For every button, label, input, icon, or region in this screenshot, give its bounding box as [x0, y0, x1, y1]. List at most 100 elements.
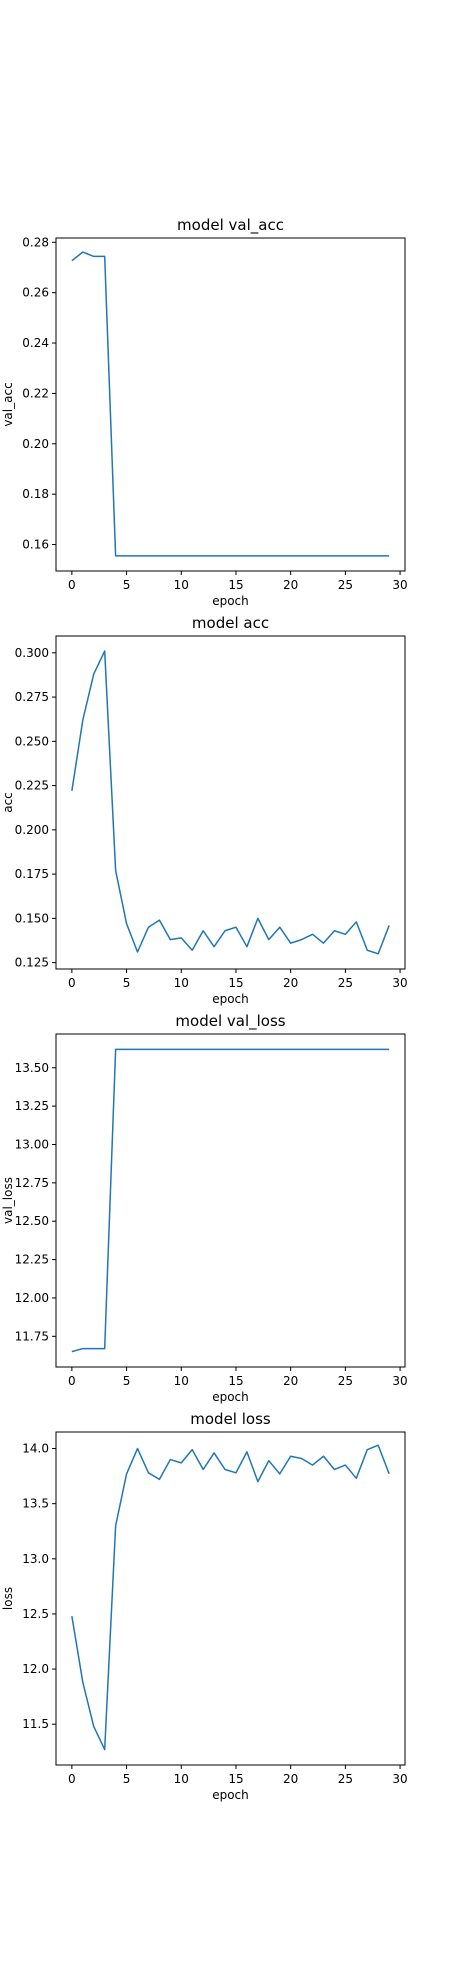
data-point	[344, 1048, 347, 1051]
data-point	[103, 650, 106, 653]
data-point	[289, 1455, 292, 1458]
data-point	[366, 949, 369, 952]
data-point	[245, 945, 248, 948]
data-point	[191, 949, 194, 952]
plot-frame	[55, 635, 406, 970]
data-point	[147, 554, 150, 557]
y-tick-label: 0.28	[22, 235, 49, 249]
x-axis-label: epoch	[212, 1390, 249, 1404]
chart-title: model val_acc	[177, 216, 284, 235]
data-point	[136, 1447, 139, 1450]
data-point	[191, 1048, 194, 1051]
data-point	[70, 259, 73, 262]
y-tick-label: 12.0	[22, 1662, 49, 1676]
data-point	[366, 1048, 369, 1051]
data-point	[256, 1048, 259, 1051]
y-tick-label: 0.250	[15, 734, 49, 748]
y-tick-label: 0.26	[22, 286, 49, 300]
data-point	[234, 1471, 237, 1474]
x-axis-label: epoch	[212, 594, 249, 608]
data-point	[125, 1048, 128, 1051]
data-point	[81, 1681, 84, 1684]
data-point	[388, 924, 391, 927]
plot-frame	[55, 237, 406, 572]
data-point	[103, 1347, 106, 1350]
y-tick-label: 0.125	[15, 956, 49, 970]
data-point	[136, 951, 139, 954]
data-point	[355, 1048, 358, 1051]
data-point	[180, 554, 183, 557]
y-tick-label: 0.275	[15, 690, 49, 704]
data-point	[388, 1048, 391, 1051]
x-tick-label: 20	[283, 976, 298, 990]
y-axis-label: val_loss	[1, 1177, 15, 1224]
y-tick-label: 11.75	[15, 1329, 49, 1343]
data-point	[213, 554, 216, 557]
data-point	[333, 1468, 336, 1471]
data-point	[366, 1448, 369, 1451]
data-point	[213, 945, 216, 948]
y-tick-label: 0.300	[15, 646, 49, 660]
data-point	[213, 1451, 216, 1454]
data-point	[245, 1450, 248, 1453]
data-point	[180, 1048, 183, 1051]
x-tick-label: 15	[228, 1772, 243, 1786]
x-tick-label: 25	[338, 1374, 353, 1388]
plot-frame	[55, 1431, 406, 1766]
x-tick-label: 0	[68, 578, 76, 592]
data-point	[158, 919, 161, 922]
data-point	[289, 942, 292, 945]
data-point	[180, 936, 183, 939]
y-tick-label: 0.200	[15, 823, 49, 837]
x-tick-label: 10	[174, 1374, 189, 1388]
data-point	[278, 1472, 281, 1475]
y-tick-label: 13.25	[15, 1099, 49, 1113]
data-point	[311, 1464, 314, 1467]
data-point	[278, 554, 281, 557]
data-point	[344, 554, 347, 557]
data-point	[169, 554, 172, 557]
chart-title: model val_loss	[175, 1012, 285, 1031]
y-tick-label: 0.18	[22, 487, 49, 501]
x-tick-label: 5	[123, 1374, 131, 1388]
data-point	[158, 1048, 161, 1051]
data-point	[169, 938, 172, 941]
data-point	[300, 554, 303, 557]
data-point	[191, 1448, 194, 1451]
subplot-4: model loss 0 5 10 15 20 25 30 11.5 12.0 12.5 13.0 13…	[1, 1410, 408, 1802]
subplot-1: model val_acc 0 5 10 15 20 25 30 0.16 0.18 0.20 0.2…	[1, 216, 408, 608]
x-tick-label: 15	[228, 578, 243, 592]
y-axis-label: loss	[1, 1587, 15, 1610]
data-point	[114, 869, 117, 872]
data-point	[278, 926, 281, 929]
data-point	[278, 1048, 281, 1051]
data-point	[289, 1048, 292, 1051]
y-tick-label: 0.20	[22, 437, 49, 451]
data-point	[114, 1524, 117, 1527]
data-point	[355, 554, 358, 557]
data-point	[267, 554, 270, 557]
data-point	[333, 1048, 336, 1051]
data-point	[114, 1048, 117, 1051]
data-point	[213, 1048, 216, 1051]
series-line	[71, 1048, 390, 1353]
data-point	[344, 933, 347, 936]
subplot-2: model acc 0 5 10 15 20 25 30 0.125 0.150 0.175 0.20…	[1, 614, 408, 1006]
x-tick-label: 10	[174, 1772, 189, 1786]
data-point	[169, 1458, 172, 1461]
data-point	[202, 929, 205, 932]
data-point	[202, 554, 205, 557]
data-point	[289, 554, 292, 557]
data-point	[180, 1461, 183, 1464]
x-tick-label: 30	[392, 578, 407, 592]
data-point	[136, 1048, 139, 1051]
y-tick-label: 0.24	[22, 336, 49, 350]
data-point	[169, 1048, 172, 1051]
data-point	[224, 1468, 227, 1471]
data-point	[103, 255, 106, 258]
data-point	[300, 1457, 303, 1460]
data-point	[92, 255, 95, 258]
data-point	[81, 251, 84, 254]
data-point	[70, 1615, 73, 1618]
